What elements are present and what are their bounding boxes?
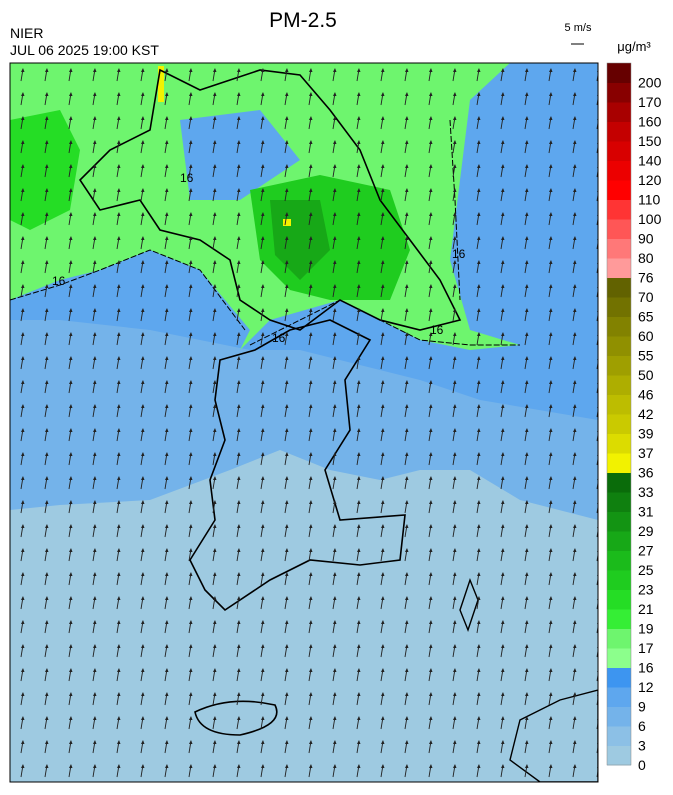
colorbar-segment (607, 745, 631, 766)
colorbar-segment (607, 63, 631, 83)
colorbar-label: 80 (638, 250, 654, 266)
colorbar-segment (607, 336, 631, 356)
title: PM-2.5 (269, 9, 337, 32)
colorbar-segment (607, 648, 631, 668)
colorbar-frame (606, 62, 632, 766)
wind-arrows (10, 63, 598, 782)
colorbar-label: 29 (638, 523, 654, 539)
colorbar-segment (607, 199, 631, 220)
colorbar-label: 36 (638, 465, 654, 481)
colorbar-label: 25 (638, 562, 654, 578)
colorbar-segment (607, 258, 631, 278)
contour-label: 16 (272, 331, 286, 345)
colorbar-segment (607, 472, 631, 493)
timestamp: JUL 06 2025 19:00 KST (10, 42, 159, 58)
colorbar-segment (607, 667, 631, 688)
colorbar-segment (607, 180, 631, 200)
contour-label: 16 (452, 247, 466, 261)
colorbar-label: 17 (638, 640, 654, 656)
colorbar-segment (607, 121, 631, 142)
colorbar-label: 12 (638, 679, 654, 695)
colorbar-segment (607, 609, 631, 629)
map-frame (9, 62, 599, 783)
unit: μg/m³ (617, 39, 651, 54)
colorbar-segment (607, 687, 631, 707)
colorbar-segment (607, 726, 631, 746)
colorbar-label: 76 (638, 270, 654, 286)
colorbar-segment (607, 160, 631, 181)
colorbar-label: 19 (638, 621, 654, 637)
colorbar-segment (607, 141, 631, 161)
colorbar-segment (607, 297, 631, 317)
colorbar-label: 46 (638, 387, 654, 403)
colorbar-segment (607, 589, 631, 610)
colorbar-segment (607, 277, 631, 298)
colorbar-label: 33 (638, 484, 654, 500)
colorbar-label: 65 (638, 309, 654, 325)
colorbar-label: 3 (638, 738, 646, 754)
map: 16 16 16 16 16 (10, 63, 598, 782)
colorbar-label: 110 (638, 192, 661, 208)
colorbar-label: 16 (638, 660, 654, 676)
colorbar-label: 0 (638, 757, 646, 773)
colorbar-label: 37 (638, 445, 654, 461)
colorbar-label: 55 (638, 348, 654, 364)
colorbar-segment (607, 706, 631, 727)
colorbar-segment (607, 355, 631, 376)
colorbar-segment (607, 511, 631, 532)
colorbar-label: 200 (638, 75, 662, 91)
contour-label: 16 (430, 323, 444, 337)
colorbar-segment (607, 316, 631, 337)
colorbar-segment (607, 238, 631, 259)
colorbar-label: 31 (638, 504, 654, 520)
contour-label: 16 (180, 171, 194, 185)
colorbar-label: 21 (638, 601, 654, 617)
colorbar-label: 50 (638, 367, 654, 383)
colorbar-label: 150 (638, 133, 662, 149)
colorbar-label: 70 (638, 289, 654, 305)
colorbar-label: 90 (638, 231, 654, 247)
colorbar-segment (607, 375, 631, 395)
colorbar-label: 140 (638, 153, 662, 169)
colorbar-segment (607, 531, 631, 551)
colorbar-label: 6 (638, 718, 646, 734)
colorbar-label: 27 (638, 543, 654, 559)
colorbar-label: 23 (638, 582, 654, 598)
colorbar-label: 100 (638, 211, 662, 227)
contour-label: 16 (52, 274, 66, 288)
colorbar-label: 120 (638, 172, 662, 188)
colorbar-segment (607, 433, 631, 454)
colorbar-label: 9 (638, 699, 646, 715)
colorbar-segment (607, 219, 631, 239)
colorbar-label: 160 (638, 114, 662, 130)
colorbar: 0369121617192123252729313336373942465055… (606, 62, 662, 773)
colorbar-label: 42 (638, 406, 654, 422)
colorbar-label: 170 (638, 94, 662, 110)
wind-scale: 5 m/s (565, 22, 592, 34)
agency: NIER (10, 25, 43, 41)
colorbar-segment (607, 102, 631, 122)
colorbar-segment (607, 82, 631, 103)
colorbar-segment (607, 453, 631, 473)
colorbar-segment (607, 414, 631, 434)
colorbar-label: 60 (638, 328, 654, 344)
colorbar-segment (607, 628, 631, 649)
colorbar-segment (607, 394, 631, 415)
colorbar-segment (607, 550, 631, 571)
colorbar-label: 39 (638, 426, 654, 442)
colorbar-segment (607, 570, 631, 590)
colorbar-segment (607, 492, 631, 512)
